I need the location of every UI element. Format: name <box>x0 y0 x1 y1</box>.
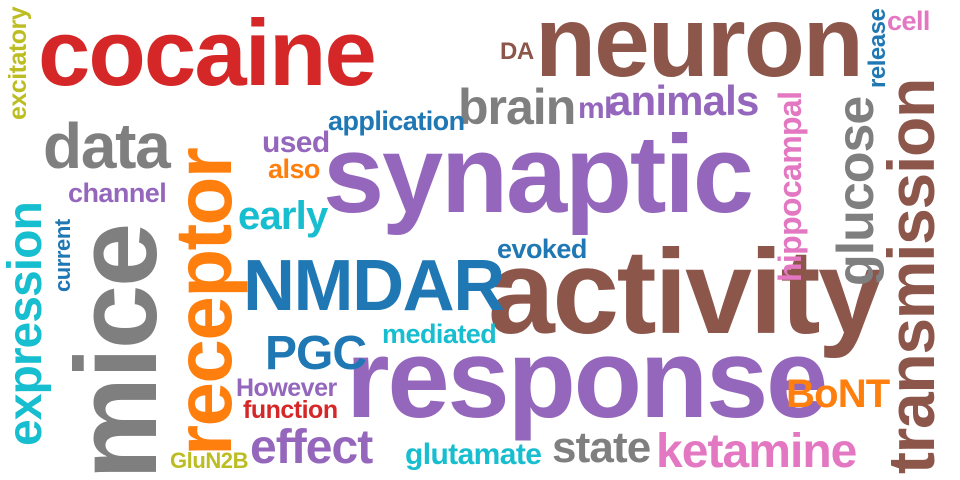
word-release: release <box>864 8 891 88</box>
word-brain: brain <box>458 79 576 135</box>
word-neuron: neuron <box>535 0 864 98</box>
word-used: used <box>262 126 330 159</box>
word-cell: cell <box>887 6 930 36</box>
word-cocaine: cocaine <box>38 0 377 105</box>
word-response: response <box>346 316 828 441</box>
word-synaptic: synaptic <box>323 113 754 236</box>
word-ketamine: ketamine <box>656 425 857 478</box>
word-mice: mice <box>51 224 181 480</box>
word-application: application <box>328 106 465 136</box>
word-animals: animals <box>608 77 759 124</box>
word-early: early <box>238 194 328 238</box>
word-transmission: transmission <box>874 79 948 474</box>
word-bont: BoNT <box>786 372 890 416</box>
word-evoked: evoked <box>497 234 587 264</box>
word-glun2b: GluN2B <box>170 448 249 473</box>
word-function: function <box>243 396 338 424</box>
word-excitatory: excitatory <box>4 6 32 120</box>
word-also: also <box>268 154 320 184</box>
word-mediated: mediated <box>382 319 497 349</box>
word-however: However <box>236 374 337 402</box>
word-state: state <box>552 423 651 472</box>
word-da: DA <box>500 38 534 65</box>
word-hippocampal: hippocampal <box>772 91 808 282</box>
word-nmdar: NMDAR <box>243 246 505 326</box>
word-receptor: receptor <box>159 148 248 456</box>
word-expression: expression <box>0 202 52 446</box>
word-data: data <box>43 110 171 182</box>
word-effect: effect <box>250 421 373 474</box>
word-activity: activity <box>488 225 885 359</box>
word-glutamate: glutamate <box>405 438 542 471</box>
word-glucose: glucose <box>827 96 885 286</box>
word-current: current <box>50 219 75 292</box>
word-ml: ml <box>578 92 612 125</box>
word-channel: channel <box>68 178 167 208</box>
word-pgc: PGC <box>265 327 367 380</box>
